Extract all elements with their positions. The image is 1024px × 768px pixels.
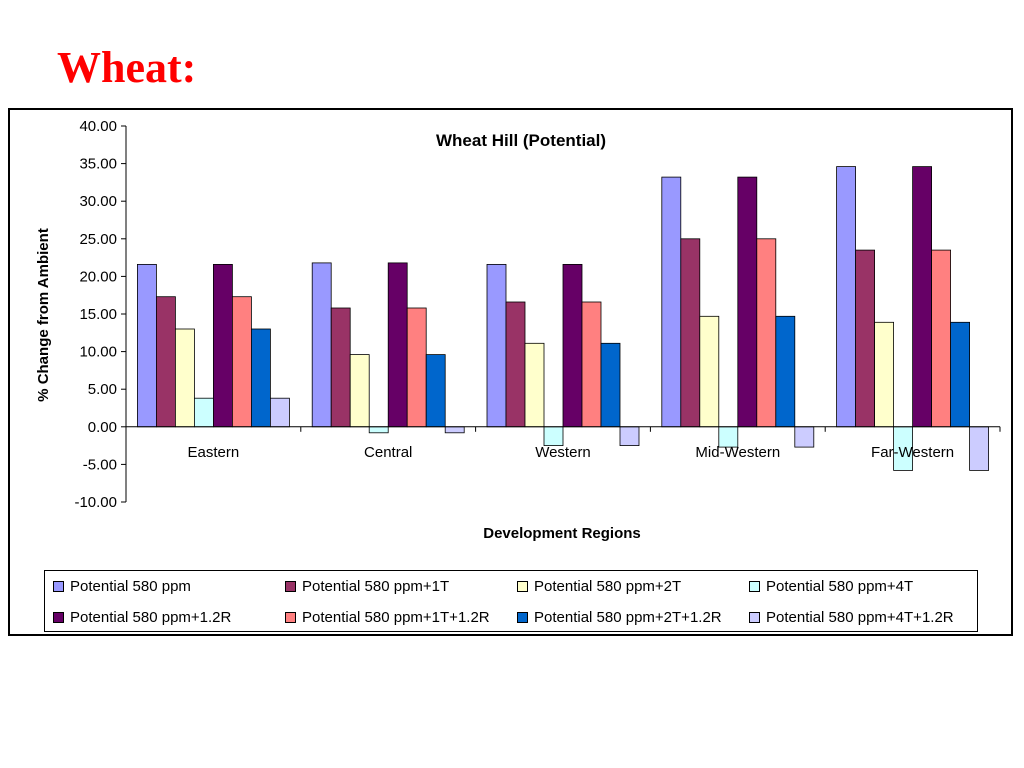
bar-chart: Wheat Hill (Potential) % Change from Amb… xyxy=(35,118,1001,542)
legend-label: Potential 580 ppm+2T xyxy=(534,578,682,595)
bar-3-western xyxy=(524,342,545,428)
legend-label: Potential 580 ppm+4T+1.2R xyxy=(766,609,954,626)
bar-1-central xyxy=(311,262,332,428)
legend-swatch xyxy=(749,612,760,623)
bar-4-western xyxy=(543,426,564,446)
legend-item: Potential 580 ppm+1.2R xyxy=(53,609,285,626)
bar-4-central xyxy=(368,426,389,434)
bar-8-mid-western xyxy=(794,426,815,448)
x-tick-label: Far-Western xyxy=(871,444,954,461)
legend-swatch xyxy=(53,581,64,592)
bar-5-mid-western xyxy=(737,176,758,428)
y-tick-label: 35.00 xyxy=(79,156,117,173)
legend-label: Potential 580 ppm xyxy=(70,578,191,595)
bar-8-western xyxy=(619,426,640,446)
bar-6-eastern xyxy=(231,296,252,428)
bar-4-eastern xyxy=(193,397,214,428)
legend-item: Potential 580 ppm+4T+1.2R xyxy=(749,609,981,626)
legend-item: Potential 580 ppm+1T xyxy=(285,578,517,595)
y-axis-label: % Change from Ambient xyxy=(35,228,52,402)
bar-3-far-western xyxy=(874,321,894,428)
y-tick-label: -5.00 xyxy=(83,456,117,473)
legend-swatch xyxy=(517,581,528,592)
bar-7-mid-western xyxy=(775,315,796,428)
y-tick-label: 0.00 xyxy=(88,419,117,436)
bar-1-western xyxy=(486,263,507,428)
bar-3-central xyxy=(349,354,370,428)
legend-label: Potential 580 ppm+1.2R xyxy=(70,609,232,626)
legend-label: Potential 580 ppm+2T+1.2R xyxy=(534,609,722,626)
bar-8-far-western xyxy=(969,426,989,471)
bar-3-eastern xyxy=(174,328,195,428)
chart-frame: Wheat Hill (Potential) % Change from Amb… xyxy=(8,108,1013,636)
x-tick-label: Mid-Western xyxy=(695,444,780,461)
bar-6-mid-western xyxy=(756,238,777,428)
bar-1-far-western xyxy=(836,166,856,428)
bar-6-far-western xyxy=(931,249,951,428)
legend-item: Potential 580 ppm+2T xyxy=(517,578,749,595)
y-tick-label: 15.00 xyxy=(79,306,117,323)
legend-label: Potential 580 ppm+4T xyxy=(766,578,914,595)
bar-8-eastern xyxy=(269,397,290,428)
legend-item: Potential 580 ppm+4T xyxy=(749,578,981,595)
bar-7-western xyxy=(600,342,621,428)
bar-2-mid-western xyxy=(680,238,701,428)
bar-7-far-western xyxy=(950,321,970,428)
slide-title: Wheat: xyxy=(57,43,197,92)
legend-swatch xyxy=(517,612,528,623)
legend-swatch xyxy=(53,612,64,623)
y-tick-label: 5.00 xyxy=(88,381,117,398)
legend-swatch xyxy=(749,581,760,592)
bar-5-central xyxy=(387,262,408,428)
x-tick-label: Central xyxy=(364,444,412,461)
chart-legend: Potential 580 ppm Potential 580 ppm+1T Pot… xyxy=(44,570,978,632)
bar-2-western xyxy=(505,301,526,428)
bar-8-central xyxy=(444,426,465,434)
bar-3-mid-western xyxy=(699,315,720,428)
y-tick-label: 40.00 xyxy=(79,118,117,135)
legend-swatch xyxy=(285,612,296,623)
legend-item: Potential 580 ppm+2T+1.2R xyxy=(517,609,749,626)
y-tick-label: 20.00 xyxy=(79,268,117,285)
legend-swatch xyxy=(285,581,296,592)
bar-1-eastern xyxy=(137,263,157,428)
legend-item: Potential 580 ppm xyxy=(53,578,285,595)
y-tick-label: -10.00 xyxy=(74,494,117,511)
bar-5-western xyxy=(562,263,583,428)
bar-5-far-western xyxy=(912,166,932,428)
chart-title: Wheat Hill (Potential) xyxy=(436,131,606,150)
y-tick-label: 25.00 xyxy=(79,231,117,248)
x-tick-label: Eastern xyxy=(188,444,240,461)
bar-5-eastern xyxy=(212,263,233,428)
x-tick-label: Western xyxy=(535,444,591,461)
bar-6-central xyxy=(406,307,427,428)
bar-1-mid-western xyxy=(661,176,682,428)
legend-label: Potential 580 ppm+1T xyxy=(302,578,450,595)
bar-7-eastern xyxy=(250,328,271,428)
legend-item: Potential 580 ppm+1T+1.2R xyxy=(285,609,517,626)
bar-2-central xyxy=(330,307,351,428)
bar-6-western xyxy=(581,301,602,428)
y-tick-label: 10.00 xyxy=(79,344,117,361)
bar-7-central xyxy=(425,354,446,428)
legend-label: Potential 580 ppm+1T+1.2R xyxy=(302,609,490,626)
bar-2-far-western xyxy=(855,249,875,428)
bar-2-eastern xyxy=(155,296,176,428)
y-tick-label: 30.00 xyxy=(79,193,117,210)
x-axis-label: Development Regions xyxy=(483,525,641,542)
